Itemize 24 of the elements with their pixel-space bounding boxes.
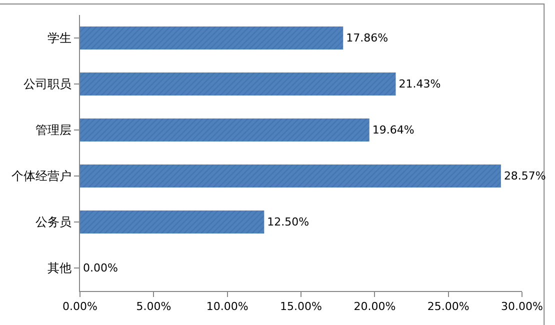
y-tick-label: 学生 (48, 31, 72, 46)
y-tick-label: 其他 (48, 261, 72, 276)
bar (80, 210, 264, 234)
bar (80, 118, 370, 142)
x-tick-label: 20.00% (354, 300, 396, 314)
bar (80, 164, 501, 188)
x-tick-label: 0.00% (62, 300, 98, 314)
data-label: 12.50% (267, 216, 310, 228)
x-tick-label: 5.00% (136, 300, 172, 314)
data-label: 17.86% (346, 32, 388, 44)
x-tick-label: 30.00% (501, 300, 543, 314)
y-tick-label: 公务员 (36, 215, 72, 230)
x-tick-label: 25.00% (427, 300, 470, 314)
x-tick-label: 15.00% (280, 300, 322, 314)
data-label: 21.43% (398, 78, 441, 90)
x-tick-label: 10.00% (206, 300, 248, 314)
data-label: 0.00% (83, 262, 118, 274)
y-tick-label: 个体经营户 (12, 169, 72, 184)
data-label: 28.57% (504, 170, 546, 182)
data-label: 19.64% (372, 124, 414, 136)
y-tick-label: 管理层 (36, 123, 72, 138)
bar (80, 72, 396, 96)
bar (80, 26, 344, 50)
y-tick-label: 公司职员 (24, 77, 72, 92)
